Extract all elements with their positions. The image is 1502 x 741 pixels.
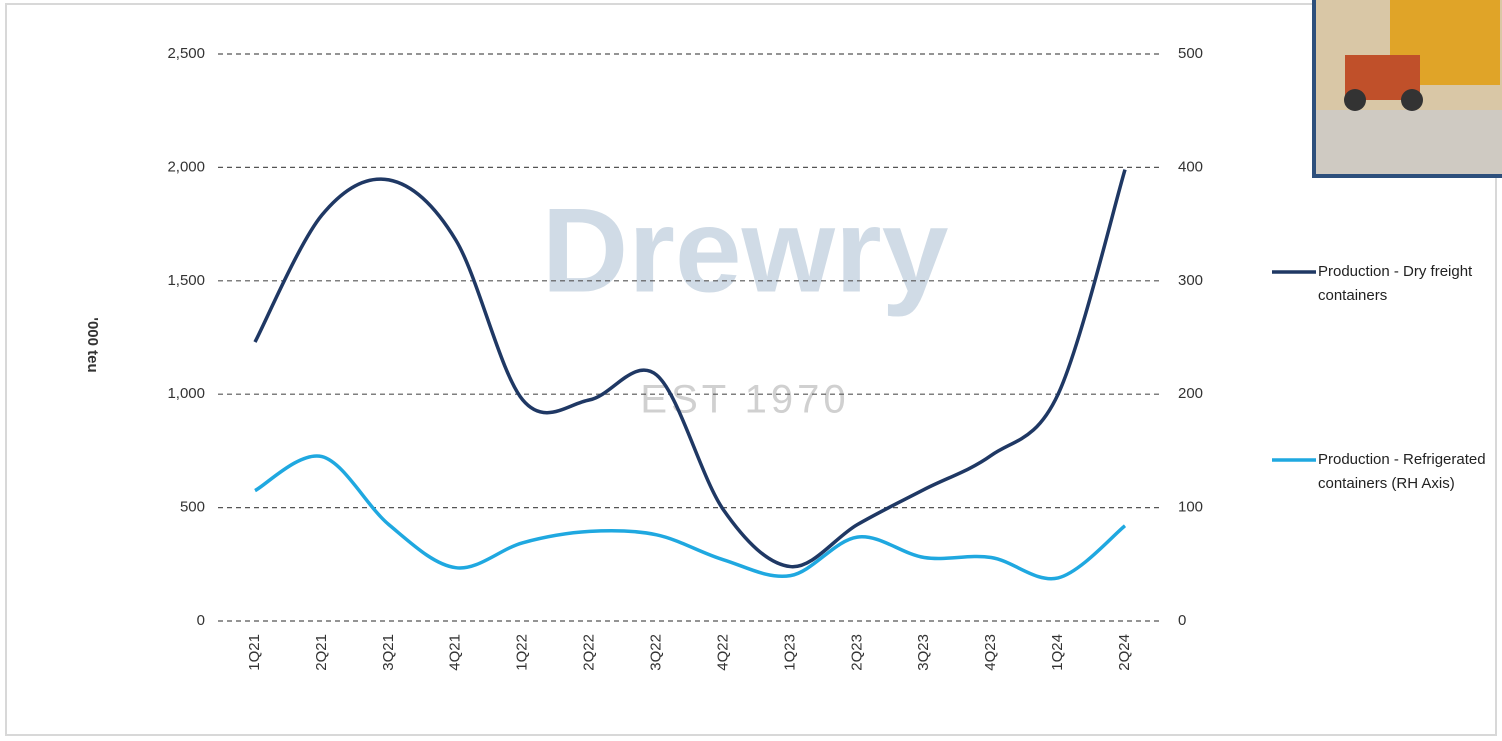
watermark: Drewry: [542, 184, 949, 318]
y2-tick-label: 300: [1178, 272, 1203, 289]
x-tick-label: 4Q22: [714, 634, 731, 671]
legend-label: Production - Refrigerated containers (RH…: [1318, 451, 1486, 492]
x-tick-label: 4Q21: [447, 634, 464, 671]
y-tick-label: 2,000: [167, 158, 205, 175]
y2-tick-label: 0: [1178, 612, 1186, 629]
y-tick-label: 2,500: [167, 45, 205, 62]
x-tick-label: 2Q22: [581, 634, 598, 671]
frame: [5, 3, 1497, 736]
series-line: [253, 169, 1127, 569]
y2-tick-label: 500: [1178, 45, 1203, 62]
y-tick-label: 1,500: [167, 272, 205, 289]
x-tick-label: 2Q23: [848, 634, 865, 671]
y2-tick-label: 400: [1178, 158, 1203, 175]
x-tick-label: 1Q21: [246, 634, 263, 671]
y-axis-title: '000 teu: [84, 317, 101, 372]
x-tick-label: 3Q22: [648, 634, 665, 671]
x-tick-label: 1Q24: [1049, 634, 1066, 671]
x-tick-label: 3Q21: [380, 634, 397, 671]
x-tick-label: 2Q21: [313, 634, 330, 671]
x-tick-label: 2Q24: [1116, 634, 1133, 671]
x-tick-label: 3Q23: [915, 634, 932, 671]
series-line: [254, 454, 1127, 581]
y-tick-label: 1,000: [167, 385, 205, 402]
x-tick-label: 1Q22: [514, 634, 531, 671]
x-tick-label: 1Q23: [781, 634, 798, 671]
y-tick-label: 0: [197, 612, 205, 629]
y2-tick-label: 100: [1178, 499, 1203, 516]
legend-label: Production - Dry freight containers: [1318, 263, 1473, 304]
y2-tick-label: 200: [1178, 385, 1203, 402]
x-tick-label: 4Q23: [982, 634, 999, 671]
y-tick-label: 500: [180, 499, 205, 516]
photo: [1312, 0, 1502, 178]
